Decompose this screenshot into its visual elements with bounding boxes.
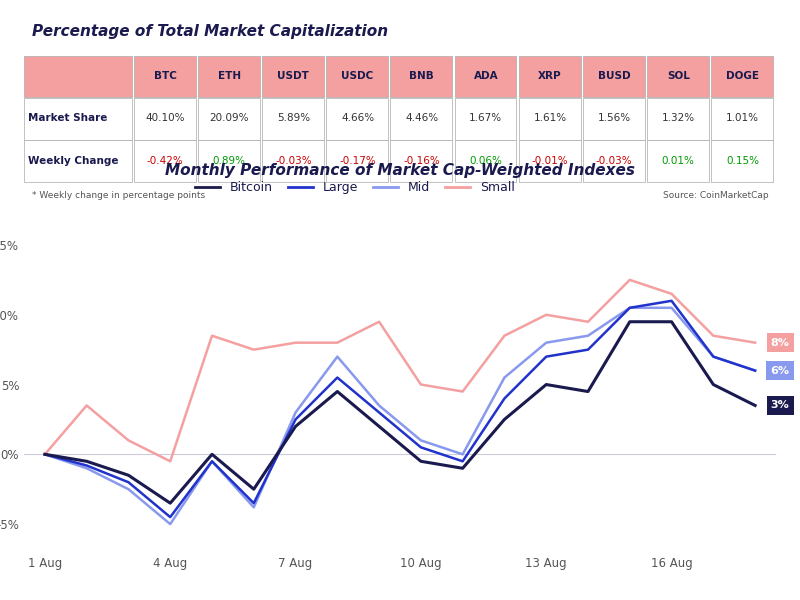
FancyBboxPatch shape xyxy=(583,56,645,97)
FancyBboxPatch shape xyxy=(518,140,581,182)
FancyBboxPatch shape xyxy=(647,98,709,140)
FancyBboxPatch shape xyxy=(262,98,324,140)
Text: XRP: XRP xyxy=(538,71,562,81)
Text: -0.17%: -0.17% xyxy=(339,155,376,166)
FancyBboxPatch shape xyxy=(326,56,388,97)
Text: -0.01%: -0.01% xyxy=(532,155,568,166)
Text: BTC: BTC xyxy=(154,71,177,81)
FancyBboxPatch shape xyxy=(454,56,517,97)
Text: SOL: SOL xyxy=(667,71,690,81)
Text: DOGE: DOGE xyxy=(726,71,759,81)
FancyBboxPatch shape xyxy=(583,140,645,182)
Text: USDT: USDT xyxy=(278,71,310,81)
FancyBboxPatch shape xyxy=(262,140,324,182)
FancyBboxPatch shape xyxy=(454,140,517,182)
FancyBboxPatch shape xyxy=(134,140,196,182)
FancyBboxPatch shape xyxy=(390,98,452,140)
Text: 8%: 8% xyxy=(770,338,790,347)
Text: 4.66%: 4.66% xyxy=(341,113,374,124)
FancyBboxPatch shape xyxy=(134,56,196,97)
Text: 0.01%: 0.01% xyxy=(662,155,694,166)
Text: 0.89%: 0.89% xyxy=(213,155,246,166)
Text: 1.61%: 1.61% xyxy=(534,113,566,124)
Text: 4.46%: 4.46% xyxy=(405,113,438,124)
FancyBboxPatch shape xyxy=(198,56,260,97)
FancyBboxPatch shape xyxy=(198,98,260,140)
FancyBboxPatch shape xyxy=(326,140,388,182)
Text: 0.06%: 0.06% xyxy=(470,155,502,166)
Text: Percentage of Total Market Capitalization: Percentage of Total Market Capitalizatio… xyxy=(31,23,388,38)
FancyBboxPatch shape xyxy=(262,56,324,97)
FancyBboxPatch shape xyxy=(390,56,452,97)
Text: Source: CoinMarketCap: Source: CoinMarketCap xyxy=(663,191,769,200)
Text: 20.09%: 20.09% xyxy=(210,113,249,124)
FancyBboxPatch shape xyxy=(583,98,645,140)
Title: Monthly Performance of Market Cap-Weighted Indexes: Monthly Performance of Market Cap-Weight… xyxy=(165,163,635,178)
Text: BUSD: BUSD xyxy=(598,71,630,81)
FancyBboxPatch shape xyxy=(711,98,773,140)
Text: ADA: ADA xyxy=(474,71,498,81)
Text: 1.01%: 1.01% xyxy=(726,113,759,124)
Text: Weekly Change: Weekly Change xyxy=(28,155,118,166)
FancyBboxPatch shape xyxy=(326,98,388,140)
FancyBboxPatch shape xyxy=(518,56,581,97)
Text: USDC: USDC xyxy=(342,71,374,81)
Text: -0.03%: -0.03% xyxy=(275,155,312,166)
Text: * Weekly change in percentage points: * Weekly change in percentage points xyxy=(31,191,205,200)
Text: 1.32%: 1.32% xyxy=(662,113,695,124)
Text: 1.67%: 1.67% xyxy=(470,113,502,124)
Legend: Bitcoin, Large, Mid, Small: Bitcoin, Large, Mid, Small xyxy=(190,176,520,199)
Text: -0.16%: -0.16% xyxy=(403,155,440,166)
Text: 6%: 6% xyxy=(770,365,790,376)
FancyBboxPatch shape xyxy=(647,56,709,97)
Text: 5.89%: 5.89% xyxy=(277,113,310,124)
FancyBboxPatch shape xyxy=(711,140,773,182)
Text: BNB: BNB xyxy=(410,71,434,81)
FancyBboxPatch shape xyxy=(24,56,131,97)
FancyBboxPatch shape xyxy=(24,140,131,182)
FancyBboxPatch shape xyxy=(390,140,452,182)
FancyBboxPatch shape xyxy=(198,140,260,182)
FancyBboxPatch shape xyxy=(711,56,773,97)
FancyBboxPatch shape xyxy=(518,98,581,140)
Text: -0.42%: -0.42% xyxy=(146,155,183,166)
Text: -0.03%: -0.03% xyxy=(596,155,633,166)
FancyBboxPatch shape xyxy=(134,98,196,140)
Text: Market Share: Market Share xyxy=(28,113,107,124)
FancyBboxPatch shape xyxy=(454,98,517,140)
Text: 6%: 6% xyxy=(770,365,790,376)
Text: 40.10%: 40.10% xyxy=(146,113,185,124)
FancyBboxPatch shape xyxy=(647,140,709,182)
Text: 0.15%: 0.15% xyxy=(726,155,759,166)
Text: 1.56%: 1.56% xyxy=(598,113,630,124)
FancyBboxPatch shape xyxy=(24,98,131,140)
Text: 3%: 3% xyxy=(771,400,790,410)
Text: ETH: ETH xyxy=(218,71,241,81)
